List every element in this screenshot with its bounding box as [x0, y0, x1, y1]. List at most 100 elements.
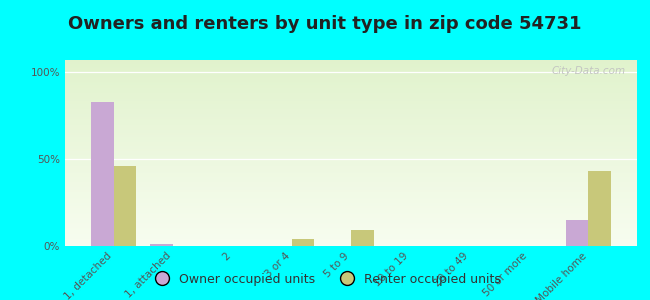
Bar — [65, 146, 637, 147]
Bar — [65, 197, 637, 198]
Bar — [65, 209, 637, 210]
Bar — [65, 104, 637, 105]
Bar — [65, 238, 637, 239]
Bar — [65, 96, 637, 97]
Bar — [65, 87, 637, 88]
Bar — [65, 155, 637, 156]
Bar — [65, 71, 637, 72]
Bar — [65, 227, 637, 228]
Bar — [65, 131, 637, 132]
Bar — [65, 75, 637, 76]
Bar — [65, 166, 637, 167]
Bar — [65, 240, 637, 241]
Bar — [65, 230, 637, 231]
Bar — [65, 92, 637, 94]
Bar — [65, 60, 637, 61]
Bar — [65, 127, 637, 128]
Bar — [65, 106, 637, 107]
Bar — [65, 189, 637, 190]
Bar — [65, 223, 637, 224]
Bar — [292, 239, 314, 246]
Bar — [65, 219, 637, 220]
Bar — [65, 80, 637, 81]
Bar — [65, 90, 637, 91]
Bar — [65, 225, 637, 226]
Bar — [65, 62, 637, 63]
Bar — [65, 102, 637, 103]
Bar — [65, 108, 637, 109]
Bar — [65, 74, 637, 75]
Bar — [65, 203, 637, 204]
Bar — [65, 69, 637, 70]
Bar — [65, 118, 637, 119]
Bar — [65, 220, 637, 221]
Bar — [65, 168, 637, 169]
Bar — [65, 115, 637, 116]
Bar — [65, 139, 637, 140]
Bar — [65, 73, 637, 74]
Bar — [65, 91, 637, 92]
Bar — [65, 151, 637, 152]
Bar — [65, 192, 637, 193]
Bar — [65, 163, 637, 164]
Bar — [65, 154, 637, 155]
Bar — [65, 231, 637, 232]
Bar — [65, 143, 637, 144]
Bar — [65, 170, 637, 171]
Bar — [114, 166, 136, 246]
Bar — [65, 112, 637, 113]
Bar — [65, 191, 637, 192]
Bar — [65, 141, 637, 142]
Bar — [65, 195, 637, 196]
Bar — [65, 160, 637, 161]
Bar — [65, 184, 637, 185]
Bar — [351, 230, 374, 246]
Bar — [65, 123, 637, 124]
Bar — [65, 182, 637, 183]
Bar — [65, 245, 637, 246]
Bar — [65, 136, 637, 137]
Bar — [65, 125, 637, 126]
Bar — [65, 122, 637, 123]
Bar — [65, 78, 637, 79]
Bar — [65, 66, 637, 67]
Bar — [65, 238, 637, 239]
Bar — [65, 156, 637, 157]
Bar — [65, 235, 637, 236]
Bar — [65, 158, 637, 159]
Bar — [91, 102, 114, 246]
Bar — [65, 178, 637, 179]
Bar — [65, 237, 637, 238]
Bar — [65, 199, 637, 200]
Bar — [65, 172, 637, 173]
Bar — [65, 224, 637, 225]
Bar — [65, 205, 637, 206]
Bar — [65, 101, 637, 102]
Bar — [65, 214, 637, 215]
Bar — [65, 177, 637, 178]
Bar — [65, 180, 637, 181]
Bar — [65, 149, 637, 150]
Bar — [65, 161, 637, 162]
Bar — [65, 120, 637, 122]
Bar — [65, 243, 637, 244]
Bar — [65, 198, 637, 199]
Bar — [65, 241, 637, 242]
Bar — [65, 138, 637, 139]
Bar — [65, 185, 637, 187]
Bar — [65, 201, 637, 202]
Bar — [65, 174, 637, 175]
Bar — [65, 94, 637, 95]
Bar — [65, 137, 637, 138]
Bar — [65, 64, 637, 66]
Bar — [65, 67, 637, 68]
Bar — [65, 153, 637, 154]
Bar — [65, 109, 637, 110]
Bar — [65, 84, 637, 85]
Bar — [65, 164, 637, 165]
Bar — [65, 77, 637, 78]
Bar — [65, 232, 637, 233]
Bar — [65, 218, 637, 219]
Bar — [65, 167, 637, 168]
Bar — [65, 228, 637, 229]
